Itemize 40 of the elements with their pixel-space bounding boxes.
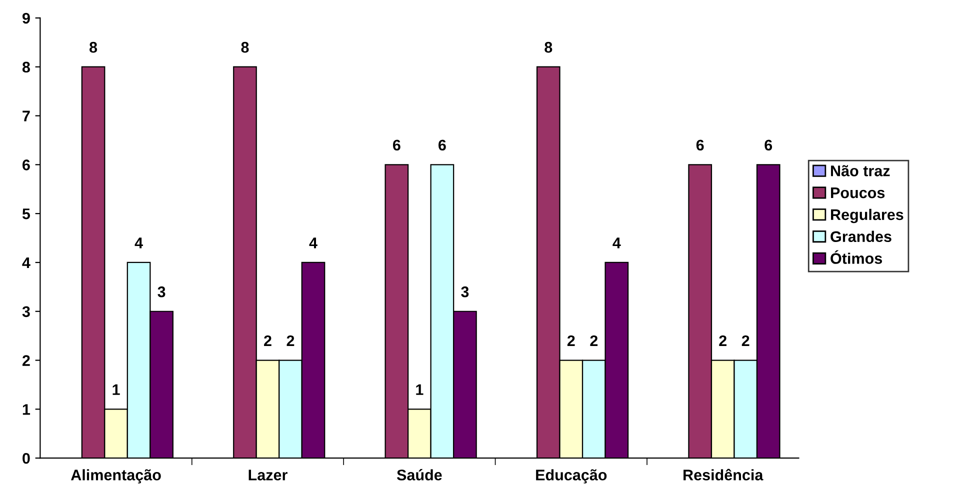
data-label: 3 xyxy=(158,286,166,298)
data-label: 6 xyxy=(764,140,772,151)
data-label: 1 xyxy=(112,384,120,395)
x-tick-label: Educação xyxy=(536,469,607,484)
legend-label: Não traz xyxy=(831,165,890,176)
data-label: 3 xyxy=(461,286,469,298)
data-label: 8 xyxy=(544,42,552,53)
data-label: 6 xyxy=(392,140,400,151)
y-tick-label: 9 xyxy=(22,12,30,24)
data-label: 8 xyxy=(241,42,249,53)
y-tick-label: 3 xyxy=(22,306,30,318)
data-label: 4 xyxy=(612,238,621,248)
data-label: 2 xyxy=(742,335,750,346)
legend-label: Poucos xyxy=(831,188,885,198)
data-label: 8 xyxy=(90,42,98,53)
y-tick-label: 7 xyxy=(22,110,30,122)
legend-label: Grandes xyxy=(830,230,892,242)
data-label: 4 xyxy=(134,238,143,248)
data-label: 6 xyxy=(438,140,446,151)
y-tick-label: 2 xyxy=(22,355,30,366)
legend-label: Regulares xyxy=(831,208,904,224)
legend-label: Ótimos xyxy=(830,250,882,264)
x-tick-label: Lazer xyxy=(248,470,288,480)
data-label: 2 xyxy=(719,335,726,346)
data-label: 2 xyxy=(590,335,598,346)
y-tick-label: 4 xyxy=(22,258,30,268)
data-label: 6 xyxy=(696,140,704,151)
y-tick-label: 6 xyxy=(22,160,30,170)
y-tick-label: 8 xyxy=(22,62,30,73)
x-tick-label: Residência xyxy=(684,468,764,480)
data-label: 4 xyxy=(309,238,318,248)
y-tick-label: 5 xyxy=(22,208,30,220)
y-tick-label: 0 xyxy=(22,452,30,464)
data-label: 2 xyxy=(567,335,575,346)
y-tick-label: 1 xyxy=(22,404,30,415)
data-label: 2 xyxy=(286,335,294,346)
x-tick-label: Alimentação xyxy=(70,469,161,484)
data-label: 1 xyxy=(416,384,424,395)
data-label: 2 xyxy=(264,335,272,346)
x-tick-label: Saúde xyxy=(396,469,442,480)
